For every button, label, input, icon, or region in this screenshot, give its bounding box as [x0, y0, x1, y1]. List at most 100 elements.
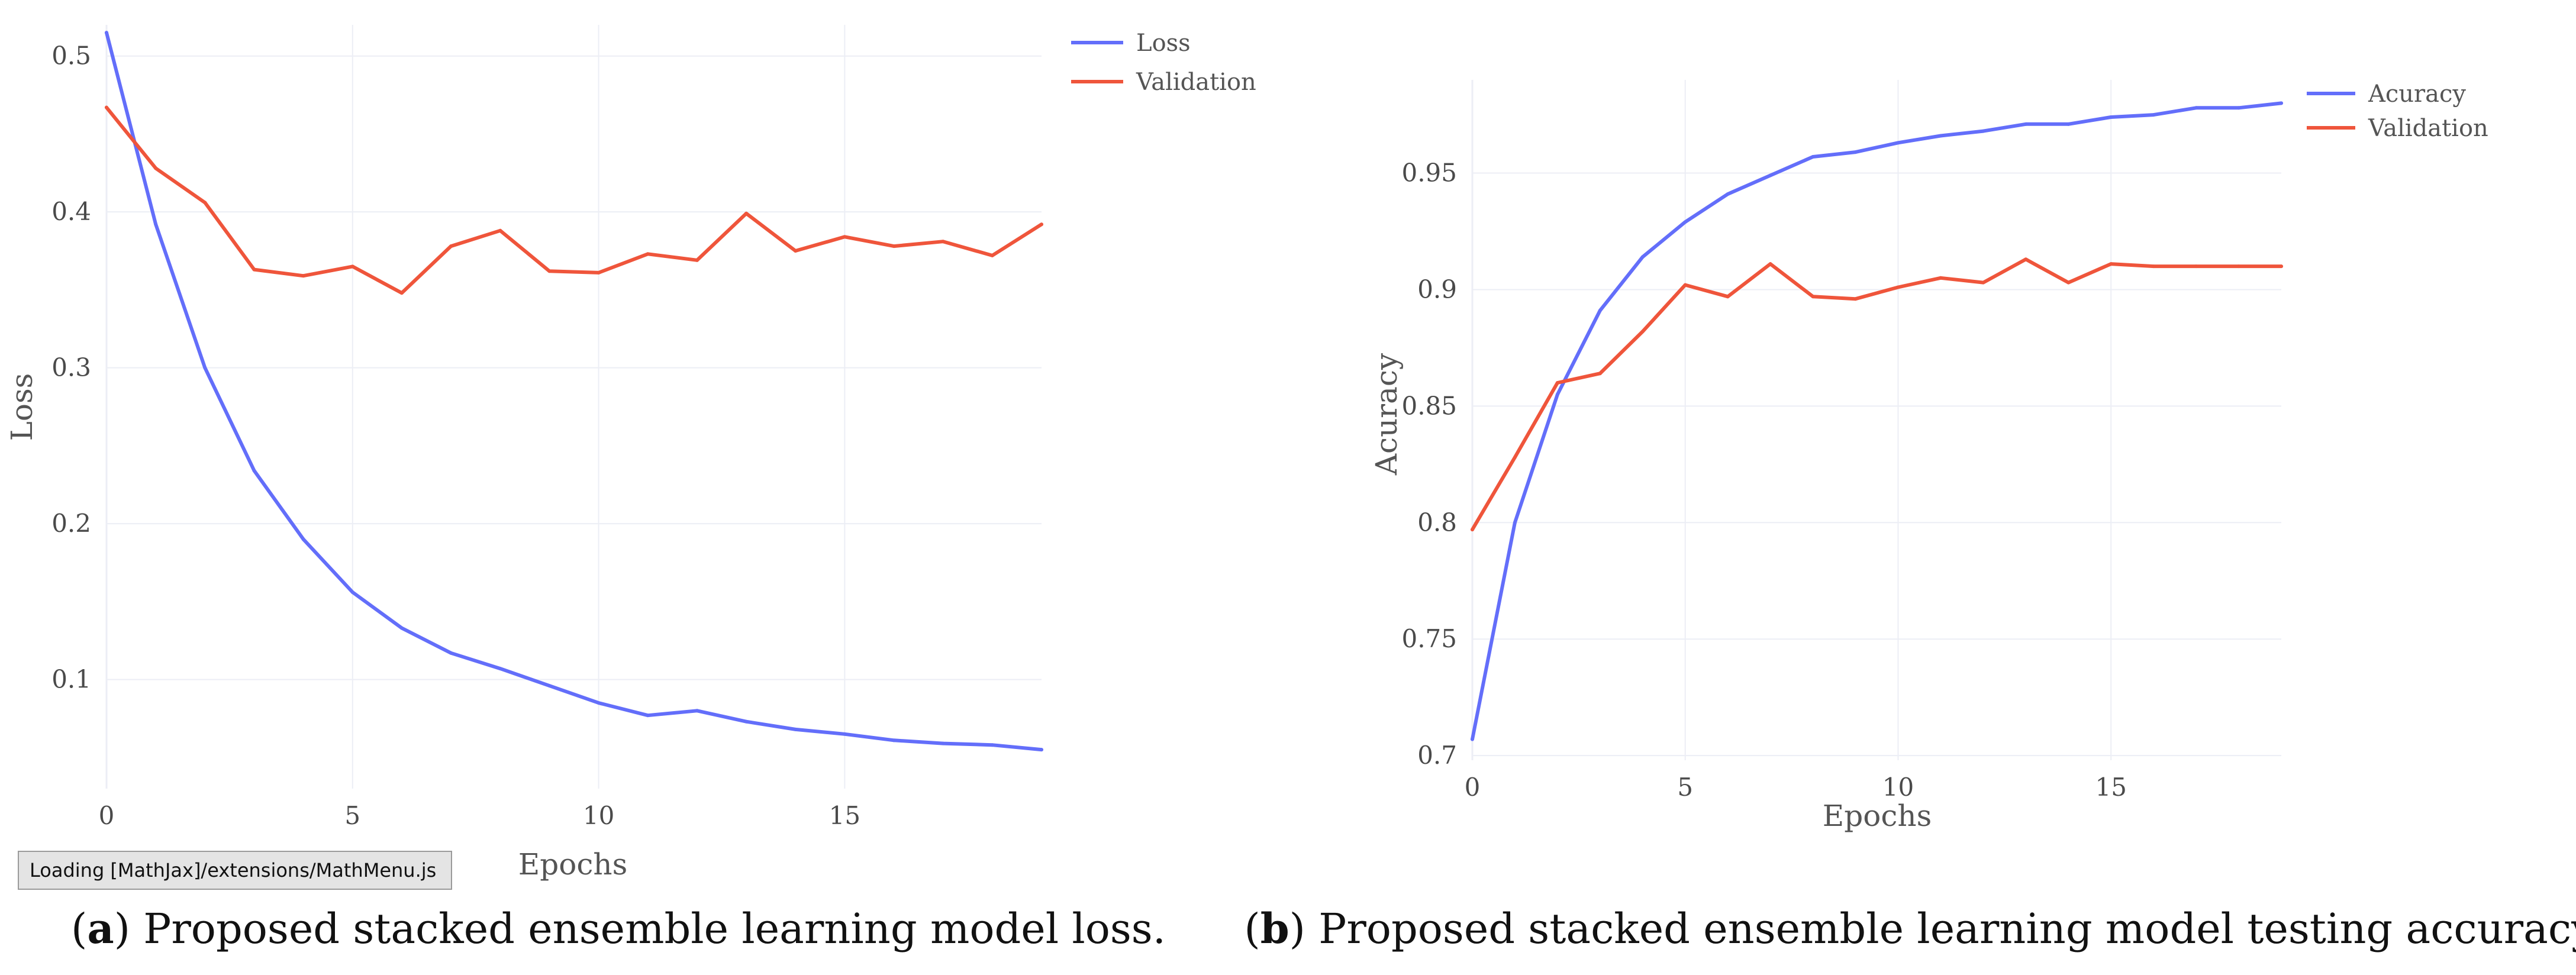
caption-a-label: a [87, 904, 114, 953]
data-point-validation [2237, 264, 2241, 269]
data-point-acuracy [1555, 392, 1559, 396]
data-point-validation [301, 274, 305, 278]
data-point-validation [350, 264, 354, 269]
data-point-acuracy [1471, 737, 1474, 741]
data-point-validation [794, 249, 798, 253]
data-point-loss [547, 684, 552, 688]
data-point-acuracy [1683, 220, 1687, 224]
x-axis-title: Epochs [518, 847, 627, 882]
data-point-loss [350, 590, 354, 595]
data-point-validation [1555, 380, 1559, 385]
caption-a-text: ) Proposed stacked ensemble learning mod… [114, 905, 1166, 953]
data-point-validation [2194, 264, 2198, 269]
data-point-validation [1040, 222, 1043, 227]
x-tick-label: 0 [1465, 773, 1481, 802]
data-point-validation [695, 258, 699, 262]
data-point-acuracy [2152, 113, 2156, 117]
data-point-loss [252, 469, 256, 473]
y-tick-label: 0.5 [51, 41, 91, 70]
data-point-validation [2280, 264, 2283, 269]
x-tick-label: 0 [99, 801, 115, 830]
data-point-validation [1896, 285, 1900, 289]
data-point-loss [498, 667, 502, 671]
y-tick-label: 0.8 [1417, 508, 1457, 537]
data-point-acuracy [2024, 122, 2028, 126]
chart-a-loss: 0 5 10 15 0.1 0.2 0.3 0.4 0.5 Epochs Loss Loss Valid… [5, 25, 1256, 882]
data-point-validation [547, 269, 552, 273]
data-point-acuracy [1640, 255, 1645, 259]
data-point-validation [1768, 262, 1772, 266]
caption-a: (a) Proposed stacked ensemble learning m… [71, 904, 1166, 953]
series-line-loss [105, 31, 1043, 752]
series-line-validation [1471, 257, 2283, 532]
data-point-acuracy [2280, 101, 2283, 105]
legend-label-loss: Loss [1136, 30, 1191, 57]
data-point-validation [154, 166, 158, 170]
y-axis-title: Acuracy [1369, 353, 1404, 476]
data-point-validation [449, 244, 453, 248]
data-point-acuracy [2066, 122, 2071, 126]
data-point-validation [2024, 257, 2028, 261]
chart-b-accuracy: 0 5 10 15 0.7 0.75 0.8 0.85 0.9 0.95 Epochs Acuracy… [1369, 80, 2488, 833]
data-point-loss [941, 741, 945, 745]
data-point-loss [597, 701, 601, 705]
data-point-validation [1683, 283, 1687, 287]
data-point-loss [744, 719, 749, 724]
caption-b: (b) Proposed stacked ensemble learning m… [1244, 904, 2576, 953]
data-point-validation [646, 252, 650, 256]
data-point-loss [154, 222, 158, 227]
data-point-validation [1853, 297, 1858, 301]
data-point-validation [941, 240, 945, 244]
y-tick-label: 0.4 [51, 197, 91, 226]
data-point-loss [399, 626, 404, 630]
data-point-acuracy [1513, 521, 1517, 525]
y-tick-label: 0.9 [1417, 275, 1457, 304]
data-point-acuracy [1768, 173, 1772, 177]
legend-label-acuracy: Acuracy [2368, 80, 2466, 108]
x-tick-label: 5 [1677, 773, 1693, 802]
data-point-loss [646, 714, 650, 718]
data-point-loss [990, 743, 994, 747]
data-point-acuracy [2109, 115, 2113, 120]
data-point-loss [105, 31, 108, 35]
data-point-loss [892, 738, 896, 742]
x-tick-label: 15 [2095, 773, 2126, 802]
data-point-validation [744, 211, 749, 215]
legend-label-validation: Validation [1136, 69, 1256, 96]
y-tick-label: 0.3 [51, 353, 91, 382]
data-point-validation [105, 105, 108, 109]
data-point-loss [794, 727, 798, 731]
y-tick-label: 0.95 [1401, 159, 1457, 188]
data-point-validation [1811, 295, 1815, 299]
data-point-acuracy [1811, 154, 1815, 159]
data-point-validation [597, 270, 601, 275]
mathjax-loading-status: Loading [MathJax]/extensions/MathMenu.js [18, 851, 452, 890]
y-tick-label: 0.85 [1401, 391, 1457, 420]
x-tick-label: 10 [1882, 773, 1914, 802]
data-point-validation [399, 291, 404, 295]
data-point-acuracy [1939, 134, 1943, 138]
data-point-validation [203, 201, 207, 205]
data-point-validation [2152, 264, 2156, 269]
y-axis-title: Loss [5, 373, 39, 441]
y-tick-label: 0.7 [1417, 741, 1457, 770]
data-point-validation [892, 244, 896, 248]
data-point-acuracy [1896, 141, 1900, 145]
data-point-acuracy [2194, 106, 2198, 110]
caption-b-text: ) Proposed stacked ensemble learning mod… [1289, 905, 2576, 953]
data-point-validation [843, 235, 847, 239]
data-point-validation [498, 228, 502, 233]
y-tick-label: 0.75 [1401, 624, 1457, 653]
data-point-validation [1598, 372, 1602, 376]
series-line-acuracy [1471, 101, 2283, 741]
data-point-loss [695, 709, 699, 713]
x-tick-label: 5 [344, 801, 360, 830]
caption-b-label: b [1260, 904, 1289, 953]
data-point-acuracy [1981, 129, 1985, 133]
x-tick-label: 10 [583, 801, 614, 830]
data-point-loss [301, 537, 305, 541]
data-point-validation [252, 267, 256, 272]
series-line-validation [105, 105, 1043, 295]
data-point-loss [449, 651, 453, 655]
